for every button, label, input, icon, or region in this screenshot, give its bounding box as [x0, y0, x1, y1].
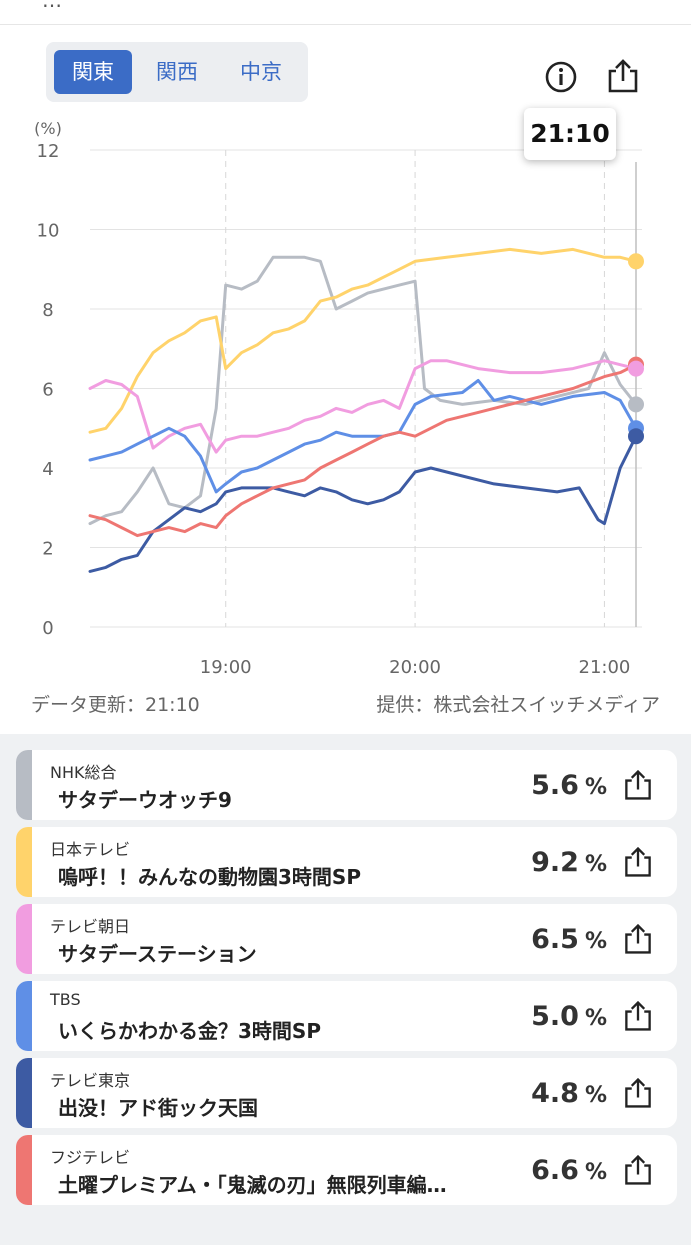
provider-text: 提供：株式会社スイッチメディア	[376, 694, 660, 716]
program-rating: 6.5%	[531, 924, 607, 955]
rating-unit: %	[584, 775, 607, 800]
x-tick-label: 19:00	[200, 657, 252, 678]
share-icon[interactable]	[621, 922, 655, 956]
x-tick-label: 21:00	[579, 657, 631, 678]
time-tooltip: 21:10	[524, 108, 616, 160]
region-tabs: 関東 関西 中京	[46, 42, 308, 102]
share-icon[interactable]	[621, 1153, 655, 1187]
y-tick-label: 4	[42, 459, 53, 480]
channel-color-bar	[16, 904, 32, 974]
channel-color-bar	[16, 750, 32, 820]
program-card-tbs[interactable]: TBS いくらかわかる金？3時間SP 5.0%	[16, 981, 677, 1051]
channel-name: NHK総合	[50, 763, 117, 782]
program-rating: 5.6%	[531, 770, 607, 801]
program-title: サタデーウオッチ9	[58, 788, 232, 812]
channel-name: フジテレビ	[50, 1148, 131, 1167]
rating-value: 4.8	[531, 1078, 579, 1109]
program-title: 出没！アド街ック天国	[58, 1096, 258, 1120]
program-rating: 5.0%	[531, 1001, 607, 1032]
channel-name: テレビ朝日	[50, 917, 131, 936]
y-tick-label: 2	[42, 539, 53, 560]
channel-color-bar	[16, 1058, 32, 1128]
y-tick-label: 0	[42, 618, 53, 639]
data-updated-text: データ更新：21:10	[31, 694, 200, 716]
tab-kansai[interactable]: 関西	[156, 60, 198, 84]
rating-value: 5.0	[531, 1001, 579, 1032]
end-marker-テレビ東京	[628, 428, 644, 445]
y-axis-unit-label: (%)	[34, 119, 62, 138]
rating-value: 9.2	[531, 847, 579, 878]
tab-chukyo[interactable]: 中京	[240, 60, 282, 84]
ratings-chart: 0 2 4 6 8 10 12 (%) 19:00 20:00 21:00	[34, 119, 644, 678]
channel-name: 日本テレビ	[50, 840, 131, 859]
series-line-テレビ朝日	[88, 359, 638, 454]
program-card-nhk[interactable]: NHK総合 サタデーウオッチ9 5.6%	[16, 750, 677, 820]
program-title: 嗚呼！！みんなの動物園3時間SP	[58, 865, 361, 889]
rating-unit: %	[584, 852, 607, 877]
program-rating: 9.2%	[531, 847, 607, 878]
y-tick-label: 10	[37, 221, 60, 242]
program-rating: 6.6%	[531, 1155, 607, 1186]
share-icon[interactable]	[621, 1076, 655, 1110]
rating-unit: %	[584, 929, 607, 954]
program-list: NHK総合 サタデーウオッチ9 5.6% 日本テレビ 嗚呼！！みんなの動物園3時…	[0, 734, 691, 1245]
program-title: サタデーステーション	[58, 942, 257, 966]
x-tick-label: 20:00	[389, 657, 441, 678]
rating-unit: %	[584, 1083, 607, 1108]
program-card-tvasahi[interactable]: テレビ朝日 サタデーステーション 6.5%	[16, 904, 677, 974]
share-icon[interactable]	[621, 845, 655, 879]
y-tick-label: 8	[42, 300, 53, 321]
rating-value: 6.6	[531, 1155, 579, 1186]
channel-name: TBS	[50, 990, 81, 1009]
program-title: いくらかわかる金？3時間SP	[58, 1019, 321, 1043]
channel-color-bar	[16, 1135, 32, 1205]
share-icon[interactable]	[605, 57, 641, 93]
program-card-ntv[interactable]: 日本テレビ 嗚呼！！みんなの動物園3時間SP 9.2%	[16, 827, 677, 897]
y-tick-label: 6	[42, 380, 53, 401]
rating-unit: %	[584, 1160, 607, 1185]
channel-name: テレビ東京	[50, 1071, 131, 1090]
channel-color-bar	[16, 981, 32, 1051]
channel-color-bar	[16, 827, 32, 897]
y-tick-label: 12	[37, 141, 60, 162]
share-icon[interactable]	[621, 999, 655, 1033]
program-title: 土曜プレミアム・「鬼滅の刃」無限列車編…	[58, 1173, 447, 1197]
rating-value: 5.6	[531, 770, 579, 801]
program-rating: 4.8%	[531, 1078, 607, 1109]
info-icon[interactable]	[543, 59, 579, 95]
share-icon[interactable]	[621, 768, 655, 802]
top-strip: …	[0, 0, 691, 25]
rating-unit: %	[584, 1006, 607, 1031]
rating-value: 6.5	[531, 924, 579, 955]
series-line-日本テレビ	[88, 247, 638, 434]
series-line-NHK総合	[88, 255, 638, 526]
cut-off-title: …	[42, 0, 62, 12]
series-line-TBS	[88, 379, 638, 494]
end-marker-NHK総合	[628, 396, 644, 413]
program-card-fuji[interactable]: フジテレビ 土曜プレミアム・「鬼滅の刃」無限列車編… 6.6%	[16, 1135, 677, 1205]
series-line-フジテレビ	[88, 363, 638, 538]
tab-kanto[interactable]: 関東	[54, 50, 132, 94]
series-line-テレビ東京	[88, 434, 638, 573]
program-card-tvtokyo[interactable]: テレビ東京 出没！アド街ック天国 4.8%	[16, 1058, 677, 1128]
end-marker-テレビ朝日	[628, 360, 644, 377]
end-marker-日本テレビ	[628, 253, 644, 270]
